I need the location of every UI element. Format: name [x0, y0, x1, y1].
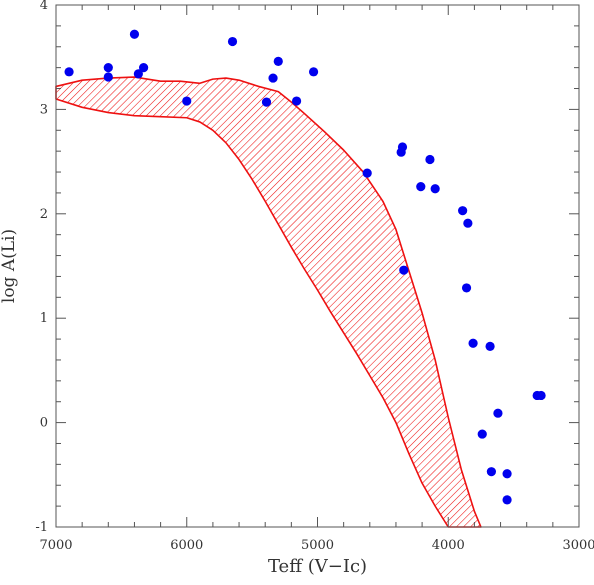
data-point [64, 67, 74, 77]
data-point [291, 96, 302, 106]
data-point [458, 206, 468, 216]
data-point [425, 154, 435, 165]
data-point [268, 73, 278, 83]
y-tick-label: 4 [40, 0, 48, 13]
data-point [486, 467, 496, 477]
x-tick-label: 7000 [39, 538, 72, 553]
data-point [261, 97, 272, 107]
data-point [493, 408, 503, 418]
lithium-band [55, 76, 482, 528]
data-point [103, 63, 113, 73]
data-point [139, 63, 149, 73]
data-point [430, 184, 440, 194]
data-point [399, 265, 409, 275]
y-tick-label: 1 [40, 311, 48, 326]
x-tick-label: 6000 [170, 538, 203, 553]
data-point [468, 338, 478, 348]
data-point [227, 36, 238, 47]
x-tick-label: 3000 [562, 538, 594, 553]
data-point [129, 29, 140, 39]
data-point [397, 142, 408, 152]
data-point [416, 182, 426, 192]
labels-layer: Teff (V−Ic) log A(Li) [0, 229, 367, 577]
axes-layer: 7000 6000 5000 4000 3000 -1 0 1 2 3 4 [35, 0, 594, 553]
data-point [502, 495, 512, 505]
data-point [463, 218, 473, 228]
x-axis-label: Teff (V−Ic) [268, 556, 367, 577]
data-point [485, 341, 495, 351]
y-tick-label: 0 [40, 416, 48, 431]
y-axis-label: log A(Li) [0, 229, 19, 303]
data-point [133, 69, 143, 79]
y-tick-label: 3 [40, 102, 48, 117]
x-tick-label: 5000 [301, 538, 334, 553]
points-layer [64, 29, 546, 505]
data-point [308, 67, 319, 77]
data-point [477, 429, 487, 439]
y-tick-label: 2 [40, 207, 48, 222]
data-point [103, 72, 113, 82]
band-layer [55, 76, 482, 528]
data-point [536, 390, 546, 401]
x-tick-label: 4000 [432, 538, 465, 553]
data-point [461, 283, 472, 293]
data-point [273, 56, 283, 66]
data-point [182, 96, 192, 106]
data-point [502, 469, 512, 479]
y-tick-label: -1 [35, 520, 48, 535]
data-point [362, 168, 372, 178]
